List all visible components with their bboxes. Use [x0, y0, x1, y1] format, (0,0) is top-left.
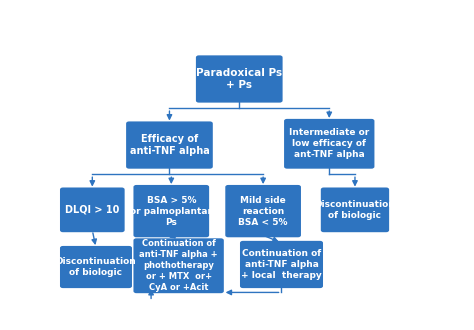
- FancyBboxPatch shape: [225, 185, 301, 237]
- Text: Discontinuation
of biologic: Discontinuation of biologic: [315, 200, 395, 220]
- FancyBboxPatch shape: [60, 246, 132, 288]
- Text: BSA > 5%
or palmoplantar
Ps: BSA > 5% or palmoplantar Ps: [130, 195, 212, 227]
- FancyBboxPatch shape: [240, 241, 323, 288]
- Text: Mild side
reaction
BSA < 5%: Mild side reaction BSA < 5%: [238, 195, 288, 227]
- FancyBboxPatch shape: [196, 55, 283, 103]
- Text: DLQI > 10: DLQI > 10: [65, 205, 119, 215]
- FancyBboxPatch shape: [126, 121, 213, 169]
- Text: Efficacy of
anti-TNF alpha: Efficacy of anti-TNF alpha: [129, 134, 210, 156]
- Text: Continuation of
anti-TNF alpha +
phothotherapy
or + MTX  or+
CyA or +Acit: Continuation of anti-TNF alpha + phothot…: [139, 239, 218, 292]
- FancyBboxPatch shape: [134, 238, 224, 293]
- FancyBboxPatch shape: [321, 187, 389, 232]
- FancyBboxPatch shape: [284, 119, 374, 169]
- Text: Continuation of
anti-TNF alpha
+ local  therapy: Continuation of anti-TNF alpha + local t…: [241, 249, 322, 280]
- Text: Intermediate or
low efficacy of
ant-TNF alpha: Intermediate or low efficacy of ant-TNF …: [289, 128, 369, 159]
- FancyBboxPatch shape: [60, 187, 125, 232]
- FancyBboxPatch shape: [134, 185, 209, 237]
- Text: Discontinuation
of biologic: Discontinuation of biologic: [55, 257, 137, 277]
- Text: Paradoxical Ps
+ Ps: Paradoxical Ps + Ps: [196, 68, 283, 90]
